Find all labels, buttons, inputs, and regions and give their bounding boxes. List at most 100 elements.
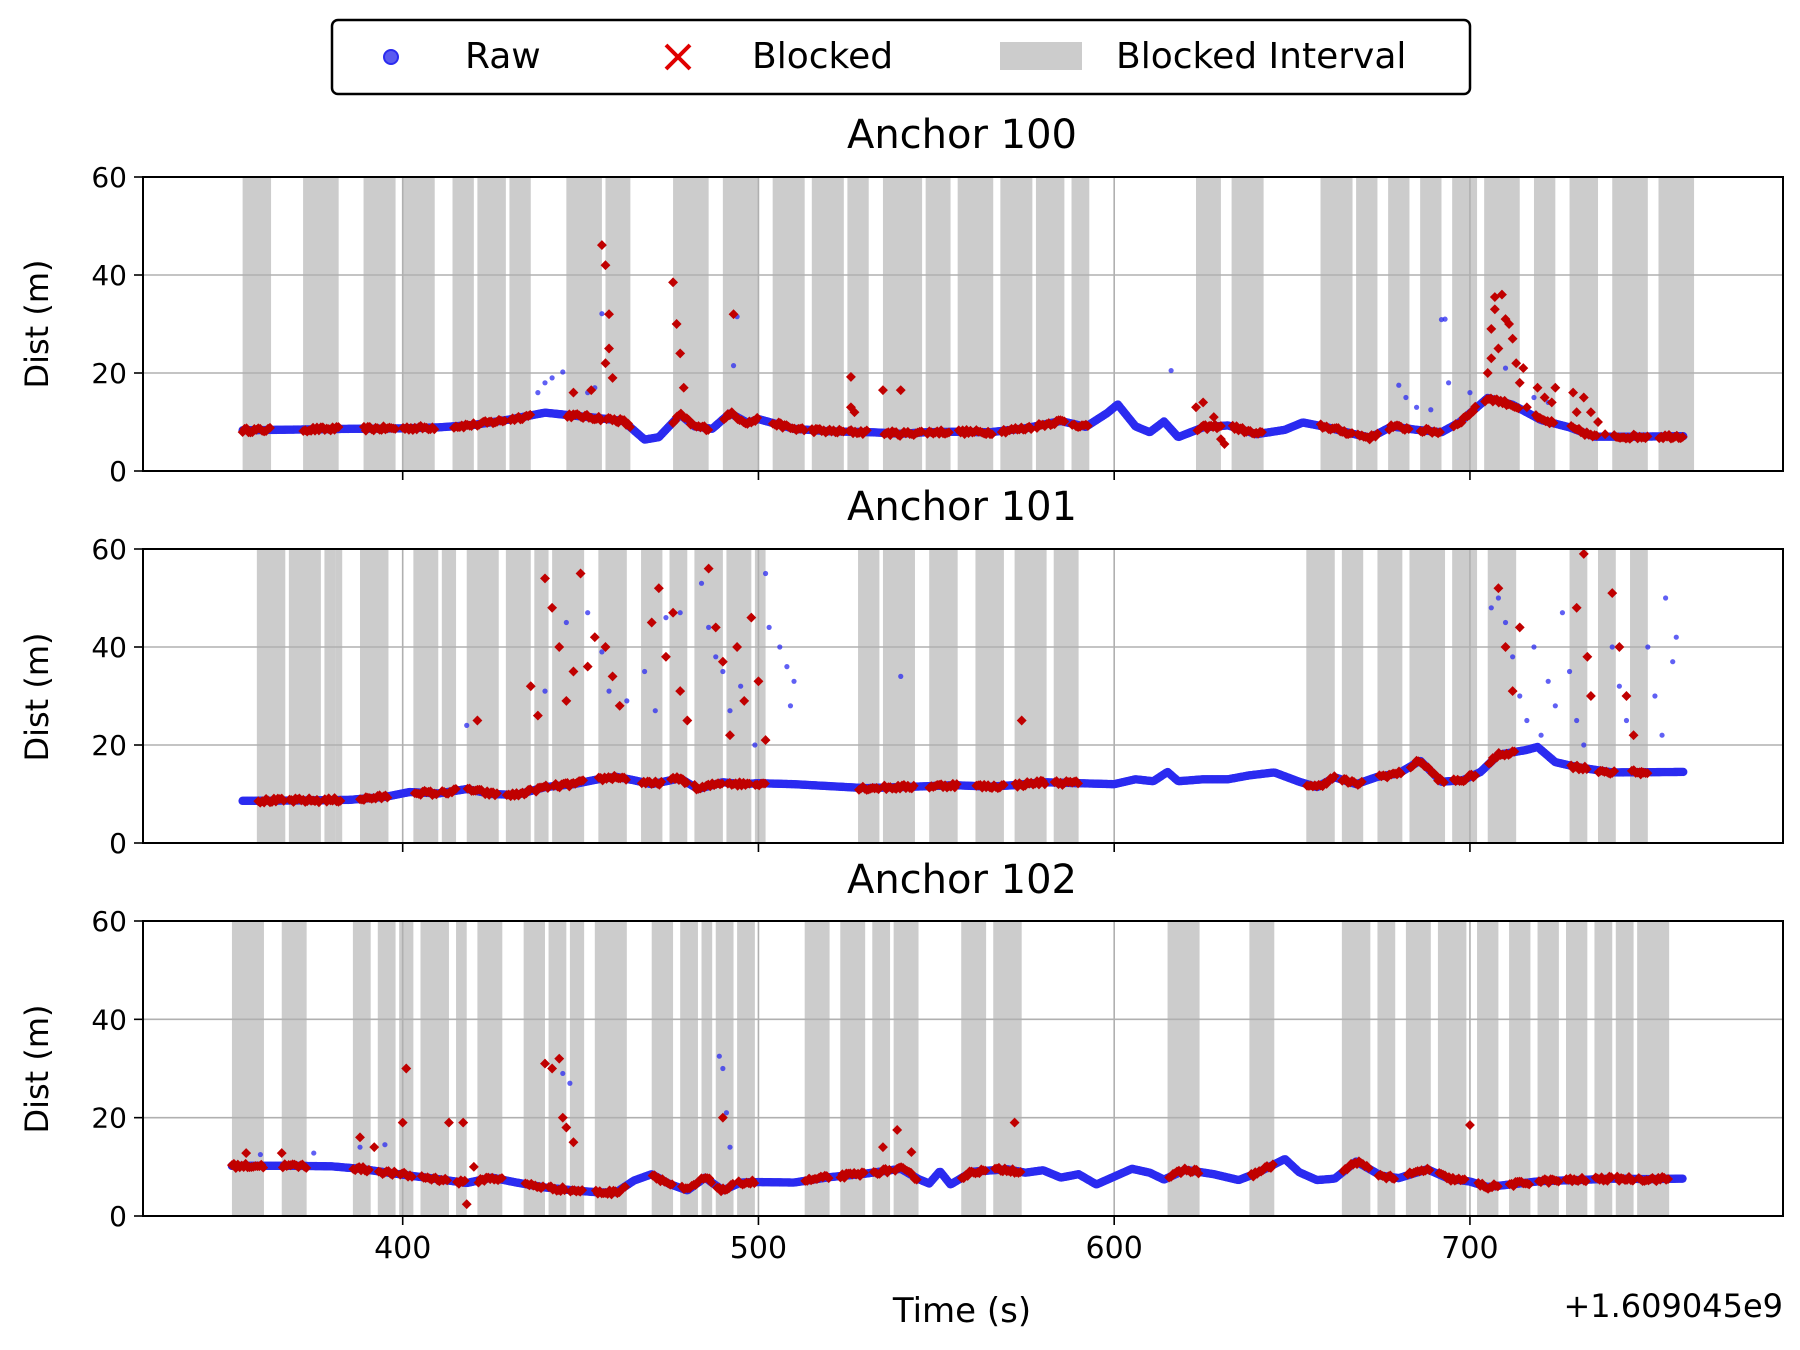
blocked-point [895, 385, 906, 396]
blocked-interval [858, 549, 880, 843]
blocked-interval [1320, 177, 1353, 471]
legend-blocked-label: Blocked [752, 36, 893, 77]
blocked-point [607, 372, 618, 383]
blocked-point [1486, 353, 1497, 364]
raw-point [1679, 767, 1688, 777]
blocked-interval [680, 921, 698, 1216]
raw-point [766, 624, 772, 631]
blocked-interval [804, 921, 830, 1216]
blocked-point [1372, 428, 1383, 439]
blocked-interval [754, 549, 766, 843]
y-axis-label: Dist (m) [18, 259, 56, 388]
blocked-point [1521, 402, 1532, 413]
blocked-interval [452, 177, 474, 471]
blocked-point [1257, 427, 1267, 438]
raw-point [713, 654, 719, 660]
raw-point [382, 1142, 388, 1148]
raw-point [1623, 717, 1630, 724]
blocked-point [604, 343, 614, 354]
raw-point [1559, 610, 1566, 616]
blocked-point [1470, 401, 1481, 412]
blocked-interval [1484, 177, 1520, 471]
blocked-point [525, 409, 536, 420]
raw-point [738, 683, 744, 689]
raw-point [1616, 683, 1622, 689]
legend-interval-swatch [1000, 42, 1082, 70]
blocked-interval [335, 549, 343, 843]
blocked-points [237, 240, 1688, 449]
blocked-interval [694, 549, 723, 843]
blocked-point [661, 651, 671, 662]
raw-point [1531, 394, 1537, 401]
raw-point [727, 1144, 733, 1150]
blocked-point [568, 387, 579, 398]
blocked-point [1593, 417, 1603, 427]
blocked-point [1642, 431, 1653, 442]
raw-point [1673, 634, 1679, 640]
blocked-point [604, 309, 614, 320]
raw-point [1495, 595, 1502, 601]
raw-point [1609, 644, 1615, 650]
raw-point [706, 624, 712, 631]
raw-point [1678, 1174, 1687, 1183]
blocked-point [586, 385, 597, 396]
blocked-interval [598, 549, 627, 843]
blocked-point [849, 407, 860, 418]
blocked-interval [1306, 549, 1335, 843]
blocked-point [1571, 407, 1582, 418]
blocked-interval [288, 549, 321, 843]
raw-point [542, 688, 548, 694]
blocked-interval [324, 549, 336, 843]
raw-point [560, 369, 566, 375]
raw-point [1524, 717, 1530, 724]
blocked-interval [701, 921, 713, 1216]
axes-frame [142, 176, 1784, 472]
blocked-interval [737, 921, 755, 1216]
legend: Raw Blocked Blocked Interval [330, 18, 1472, 96]
raw-point [1531, 644, 1537, 650]
y-tick-label: 40 [91, 259, 127, 292]
blocked-point [1591, 430, 1602, 441]
blocked-point [678, 382, 689, 393]
blocked-point [1585, 691, 1596, 701]
blocked-interval [1409, 549, 1446, 843]
blocked-point [596, 240, 607, 251]
blocked-interval [1533, 177, 1556, 471]
raw-point [698, 580, 705, 586]
blocked-interval [1637, 921, 1670, 1216]
raw-point [311, 1150, 317, 1156]
blocked-point [333, 422, 344, 432]
raw-point [464, 722, 470, 729]
raw-point [1566, 668, 1573, 675]
blocked-intervals [231, 921, 1670, 1216]
blocked-interval [925, 177, 951, 471]
raw-point [791, 678, 797, 684]
raw-point [784, 664, 790, 670]
blocked-interval [882, 177, 923, 471]
blocked-interval [1565, 921, 1588, 1216]
legend-interval-label: Blocked Interval [1116, 36, 1406, 77]
blocked-point [600, 358, 611, 369]
blocked-interval [1509, 921, 1531, 1216]
blocked-intervals [256, 549, 1648, 843]
blocked-interval [477, 921, 503, 1216]
blocked-point [1514, 377, 1525, 388]
raw-point [624, 698, 630, 704]
blocked-point [1546, 397, 1557, 408]
y-tick-label: 0 [109, 455, 127, 488]
blocked-point [1489, 304, 1500, 315]
raw-point [727, 708, 733, 714]
blocked-interval [1612, 177, 1648, 471]
blocked-interval [420, 921, 449, 1216]
raw-point [787, 703, 794, 709]
blocked-interval [1569, 549, 1588, 843]
blocked-point [1504, 319, 1515, 329]
raw-point [730, 363, 737, 369]
blocked-point [671, 319, 682, 329]
blocked-point [1614, 642, 1625, 652]
blocked-point [668, 277, 679, 288]
y-tick-label: 20 [91, 729, 127, 762]
